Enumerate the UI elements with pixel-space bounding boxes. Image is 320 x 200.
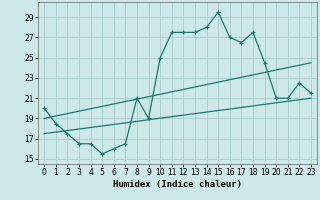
X-axis label: Humidex (Indice chaleur): Humidex (Indice chaleur) [113,180,242,189]
